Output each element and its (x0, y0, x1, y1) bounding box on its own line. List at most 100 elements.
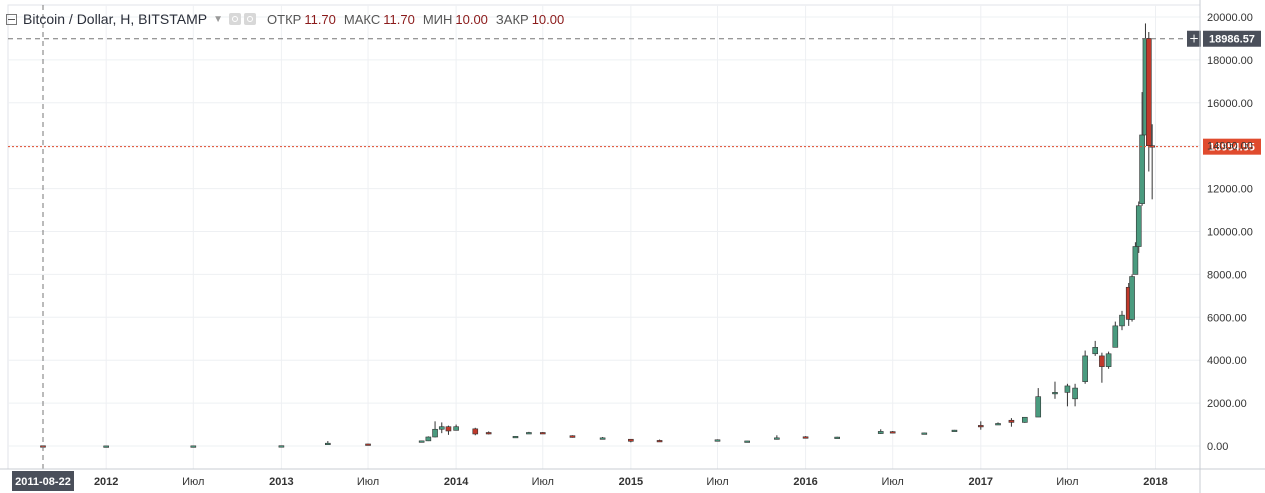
candle-body (834, 436, 840, 439)
candle-body (995, 423, 1001, 426)
candle-body (802, 436, 809, 439)
candle-body (921, 432, 928, 435)
candle (1052, 381, 1058, 399)
y-tick-label: 4000.00 (1207, 355, 1247, 367)
candle (526, 431, 532, 435)
plot-frame (7, 4, 1201, 470)
candle (744, 440, 750, 443)
candle (103, 445, 109, 448)
settings-icon[interactable] (244, 13, 257, 25)
candle-body (472, 428, 479, 435)
y-tick-label: 2000.00 (1207, 398, 1247, 410)
open-label: ОТКР (267, 11, 302, 27)
y-tick-label: 0.00 (1207, 441, 1228, 453)
candle-body (526, 432, 532, 435)
candle (1092, 340, 1098, 356)
crosshair-date-badge (12, 471, 74, 491)
x-tick-label: 2016 (793, 476, 817, 488)
candle-body (744, 440, 750, 443)
candle (1112, 321, 1119, 348)
candle (432, 421, 438, 438)
candle-body (539, 432, 546, 435)
candle-body (512, 436, 519, 439)
chevron-down-icon[interactable]: ▼ (213, 13, 224, 25)
symbol-title[interactable]: Bitcoin / Dollar, H, BITSTAMP (23, 11, 208, 27)
crosshair-price-label: 18986.57 (1209, 34, 1255, 46)
candle-body (418, 440, 425, 443)
candle-body (365, 443, 371, 446)
candle-body (485, 432, 492, 435)
candles (40, 23, 1155, 448)
candle (1035, 388, 1042, 418)
y-tick-label: 14000.00 (1207, 141, 1253, 153)
plus-icon: + (1189, 32, 1199, 46)
candle (1129, 274, 1135, 322)
candle (1064, 383, 1071, 407)
candle-body (1082, 355, 1088, 382)
candle (190, 445, 197, 448)
x-tick-label: Июл (882, 476, 904, 488)
candle (1082, 350, 1088, 384)
y-tick-label: 12000.00 (1207, 184, 1253, 196)
candle (438, 422, 445, 434)
candle (512, 436, 519, 439)
candle (1135, 201, 1142, 253)
high-label: МАКС (343, 11, 381, 27)
candle-body (1099, 355, 1105, 367)
overlays: +18986.57 2011-08-22 13954.55 (8, 5, 1261, 491)
candle-body (628, 438, 634, 442)
candle-body (889, 431, 896, 434)
x-tick-label: 2017 (969, 476, 993, 488)
y-tick-label: 18000.00 (1207, 55, 1253, 67)
candle-body (325, 442, 331, 446)
x-tick-label: Июл (357, 476, 379, 488)
open-value: 11.70 (304, 11, 336, 27)
candle-body (1022, 416, 1028, 423)
candle (418, 440, 425, 443)
candle (714, 439, 721, 442)
y-tick-label: 16000.00 (1207, 98, 1253, 110)
candle (485, 431, 492, 435)
candle (977, 421, 984, 430)
x-tick-label: Июл (706, 476, 728, 488)
x-tick-label: Июл (1056, 476, 1078, 488)
candle (472, 427, 479, 436)
last-price-badge (1203, 138, 1261, 155)
candle (1119, 310, 1125, 331)
collapse-icon[interactable] (6, 13, 17, 25)
candle (995, 422, 1001, 426)
candle (278, 445, 285, 448)
candle (889, 430, 896, 434)
candle-body (1052, 392, 1058, 395)
candle-body (951, 429, 958, 432)
low-label: МИН (422, 11, 453, 27)
y-tick-label: 20000.00 (1207, 12, 1253, 24)
candle (1072, 383, 1078, 407)
eye-icon[interactable] (229, 13, 242, 25)
candle (453, 424, 459, 431)
candle (802, 436, 809, 439)
candle (425, 436, 432, 442)
x-tick-label: Июл (532, 476, 554, 488)
candle-body (714, 439, 721, 442)
grid (7, 4, 1201, 470)
candle-body (774, 437, 780, 440)
candle-body (1072, 387, 1078, 400)
candle-body (599, 437, 606, 440)
x-tick-label: 2014 (444, 476, 469, 488)
candle (834, 436, 840, 439)
candle (1146, 32, 1152, 172)
candle-body (438, 426, 445, 430)
candle (445, 425, 452, 435)
candle-body (877, 431, 884, 434)
candle-body (453, 426, 459, 431)
y-tick-label: 6000.00 (1207, 312, 1247, 324)
x-tick-label: 2012 (94, 476, 118, 488)
x-tick-label: 2018 (1143, 476, 1167, 488)
candle (656, 439, 663, 443)
candle-body (1035, 396, 1042, 418)
x-tick-label: 2015 (619, 476, 643, 488)
